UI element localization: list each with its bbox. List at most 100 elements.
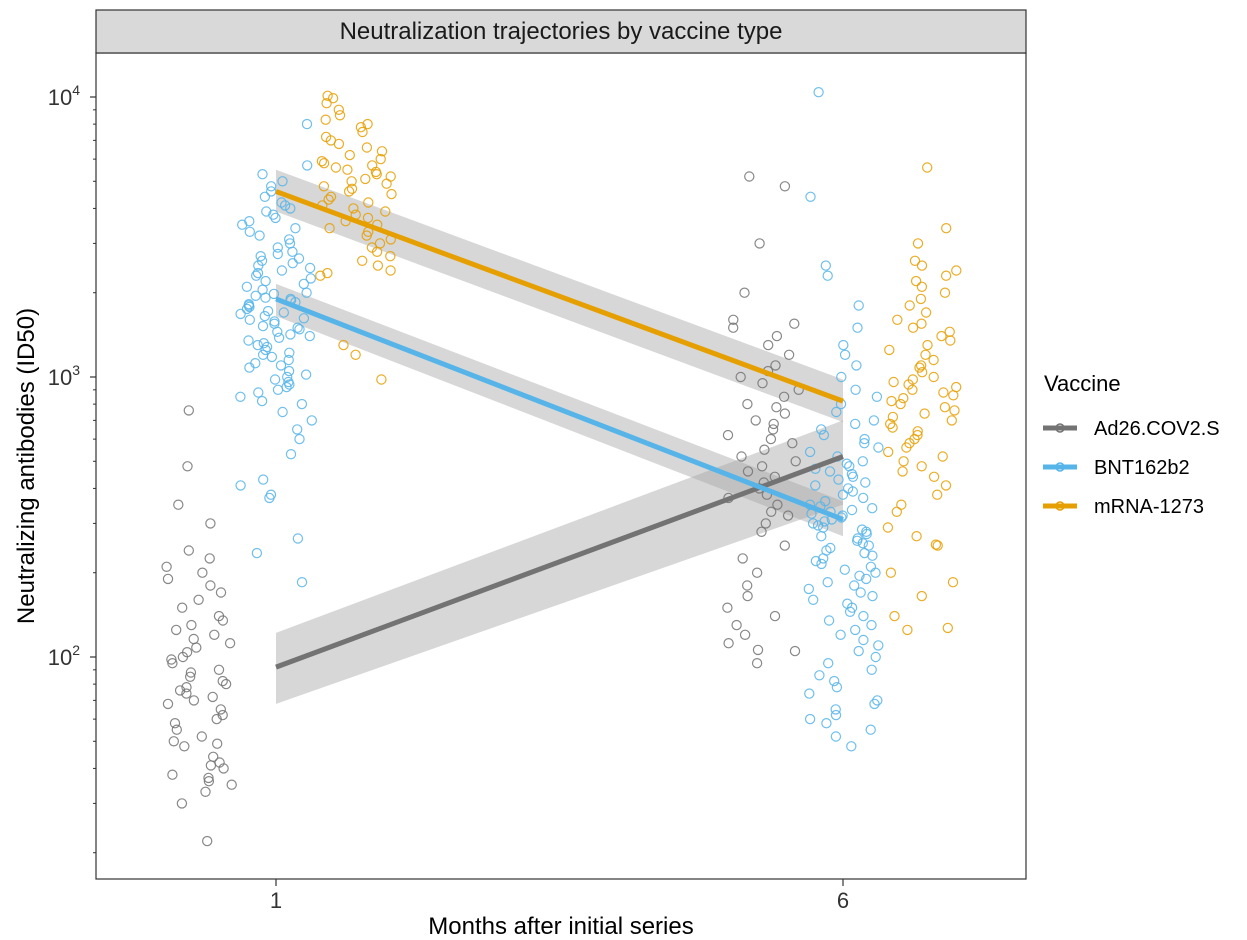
data-point <box>860 477 871 488</box>
legend-key-point <box>1055 501 1065 511</box>
data-point <box>820 496 831 507</box>
data-point <box>283 365 295 377</box>
data-point <box>252 339 263 351</box>
data-point <box>731 619 742 631</box>
data-point <box>275 360 287 371</box>
data-point <box>911 531 922 542</box>
data-point <box>277 176 288 187</box>
fit-lines <box>275 189 844 670</box>
data-point <box>822 577 833 588</box>
data-point <box>818 522 829 533</box>
data-point <box>803 583 815 595</box>
data-point <box>768 418 779 430</box>
data-point <box>244 226 255 237</box>
data-point <box>296 398 308 410</box>
data-point <box>320 114 331 125</box>
data-point <box>276 265 288 276</box>
data-point <box>259 191 271 202</box>
data-point <box>333 104 344 116</box>
x-tick-label: 6 <box>837 888 849 913</box>
data-point <box>873 442 884 453</box>
data-point <box>885 567 897 578</box>
data-point <box>887 411 899 423</box>
data-point <box>813 86 824 98</box>
data-point <box>173 499 184 510</box>
data-point <box>742 398 753 410</box>
data-point <box>865 724 876 735</box>
x-axis-title: Months after initial series <box>428 913 693 940</box>
data-point <box>912 238 924 249</box>
data-point <box>835 629 846 641</box>
data-point <box>166 654 177 665</box>
data-point <box>283 376 294 388</box>
data-point <box>269 316 280 327</box>
data-point <box>252 267 264 279</box>
data-point <box>916 260 928 271</box>
data-point <box>771 402 782 413</box>
data-point <box>346 183 358 194</box>
plot-panel <box>95 52 1027 880</box>
data-point <box>742 590 753 602</box>
legend-label: mRNA-1273 <box>1094 496 1204 518</box>
data-point <box>938 387 949 398</box>
data-point <box>850 384 861 395</box>
data-point <box>850 418 861 430</box>
data-point <box>181 647 193 658</box>
data-point <box>362 212 374 224</box>
data-point <box>830 709 842 721</box>
data-point <box>896 499 907 510</box>
data-point <box>852 533 863 544</box>
fit-line <box>275 296 844 522</box>
data-point <box>284 347 295 358</box>
data-point <box>363 197 374 208</box>
data-point <box>376 374 387 385</box>
data-point <box>742 466 754 477</box>
data-point <box>362 118 373 130</box>
data-point <box>226 779 237 790</box>
data-point <box>765 433 777 445</box>
data-point <box>912 429 923 441</box>
data-point <box>907 374 919 385</box>
data-point <box>951 265 962 276</box>
chart-title: Neutralization trajectories by vaccine t… <box>340 18 783 45</box>
data-point <box>728 322 739 333</box>
data-point <box>846 468 858 480</box>
data-point <box>754 238 765 249</box>
data-point <box>284 238 296 249</box>
data-point <box>789 318 800 329</box>
data-point <box>276 197 287 208</box>
data-point <box>265 489 277 500</box>
data-point <box>281 381 292 393</box>
data-point <box>728 314 739 325</box>
data-point <box>321 97 332 109</box>
data-point <box>759 444 770 455</box>
data-point <box>920 307 932 318</box>
data-point <box>201 835 213 847</box>
data-point <box>739 287 750 298</box>
data-point <box>290 222 301 234</box>
data-point <box>174 685 186 696</box>
data-point <box>831 406 842 418</box>
y-tick-label: 104 <box>48 82 80 110</box>
data-point <box>846 504 858 516</box>
data-point <box>318 157 330 169</box>
data-point <box>366 242 378 253</box>
data-point <box>315 270 326 281</box>
data-point <box>253 387 264 398</box>
data-point <box>825 542 836 554</box>
data-point <box>930 539 942 550</box>
data-point <box>872 695 883 706</box>
data-point <box>907 322 919 333</box>
data-point <box>949 405 960 416</box>
data-point <box>273 332 285 343</box>
data-point <box>853 645 864 657</box>
data-point <box>898 456 909 467</box>
data-point <box>855 587 866 598</box>
data-point <box>870 651 881 663</box>
data-point <box>839 564 851 575</box>
data-point <box>176 602 188 613</box>
data-point <box>940 270 952 281</box>
data-point <box>292 533 304 544</box>
data-point <box>898 393 909 404</box>
